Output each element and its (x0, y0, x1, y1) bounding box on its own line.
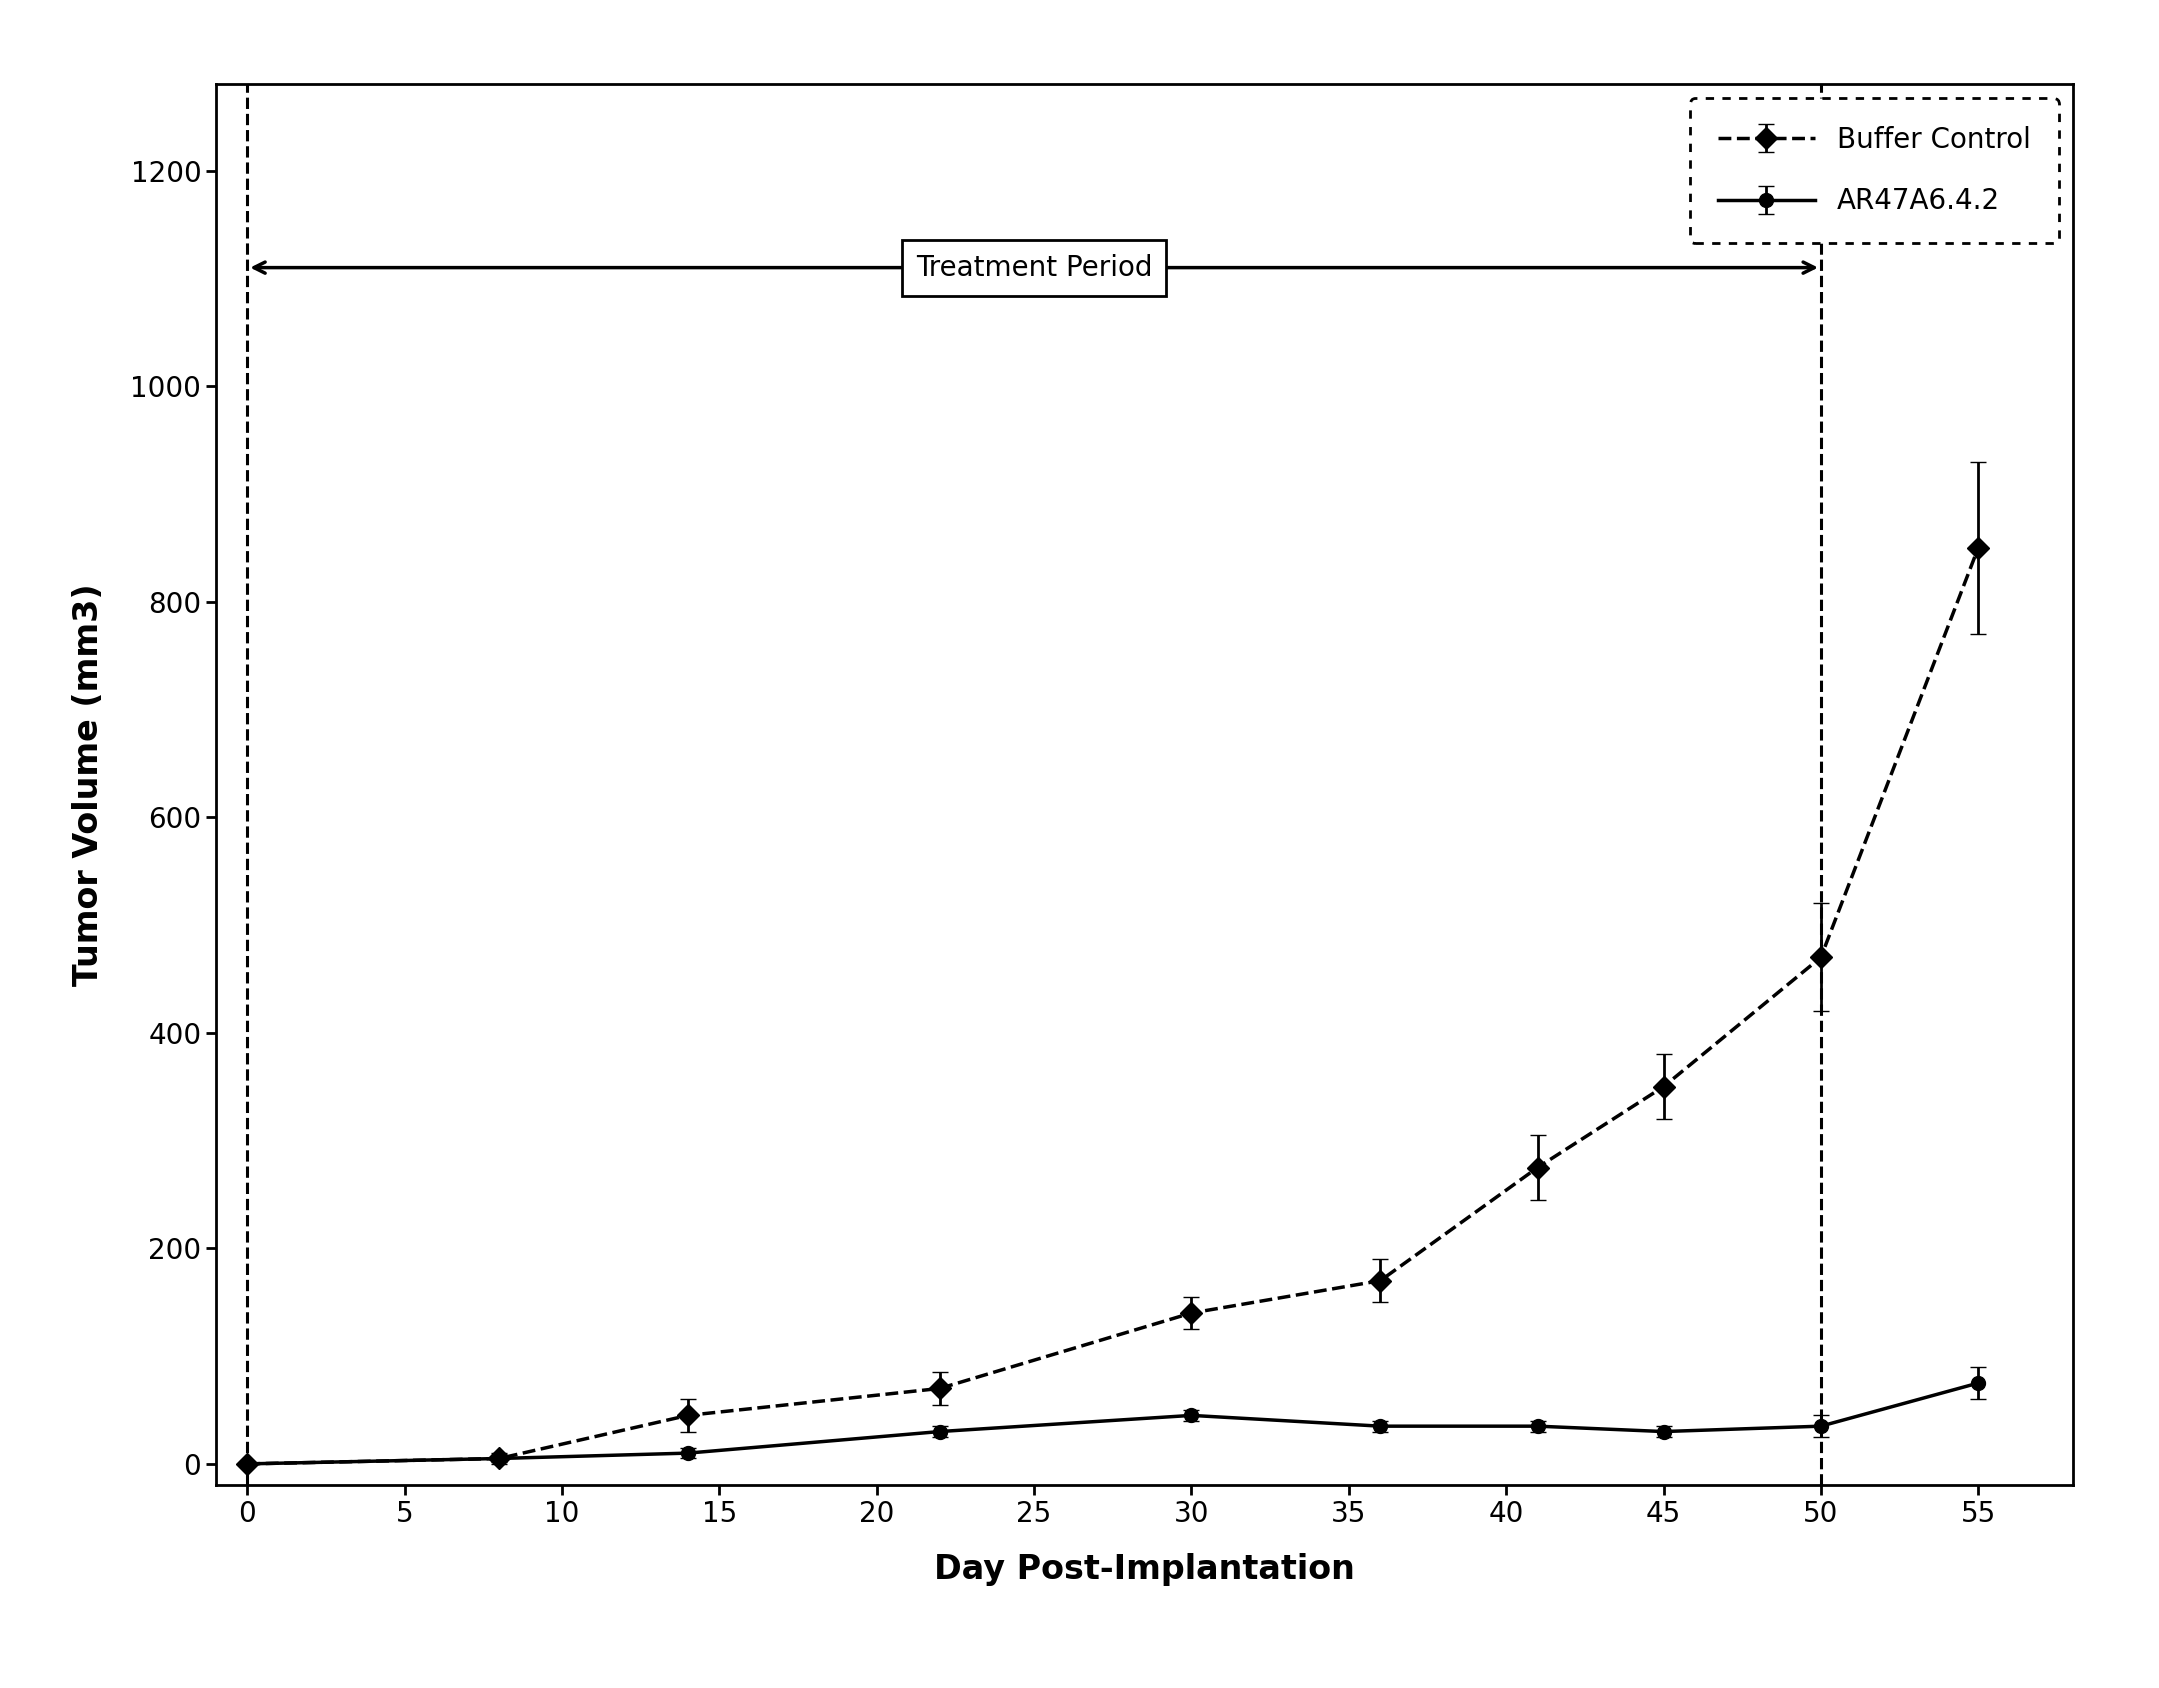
Legend: Buffer Control, AR47A6.4.2: Buffer Control, AR47A6.4.2 (1690, 98, 2060, 243)
X-axis label: Day Post-Implantation: Day Post-Implantation (935, 1553, 1354, 1587)
Text: Treatment Period: Treatment Period (915, 253, 1153, 282)
Y-axis label: Tumor Volume (mm3): Tumor Volume (mm3) (73, 584, 106, 986)
